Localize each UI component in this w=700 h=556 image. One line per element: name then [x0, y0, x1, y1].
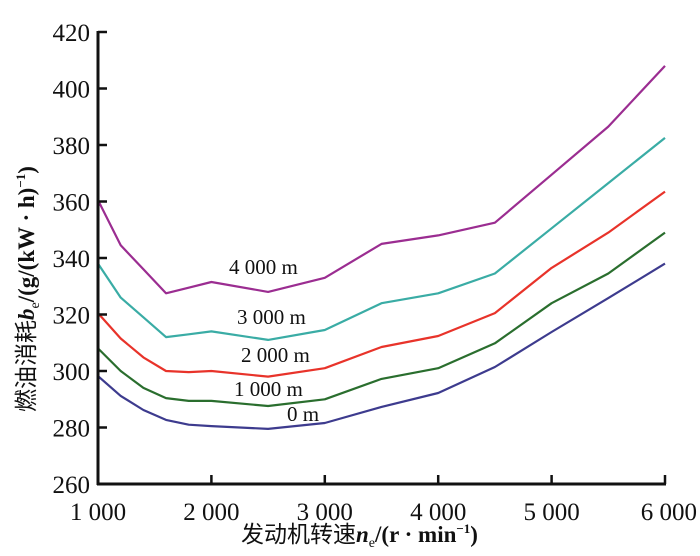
x-tick-label: 4 000 — [410, 499, 466, 526]
series-label-4000m: 4 000 m — [229, 255, 298, 279]
series-label-1000m: 1 000 m — [234, 377, 303, 401]
series-line-0m — [97, 262, 666, 430]
x-axis-title-unit: /(r · min — [374, 522, 457, 547]
x-tick-label: 6 000 — [641, 499, 697, 526]
x-tick-label: 5 000 — [523, 499, 579, 526]
y-tick-label: 400 — [53, 77, 91, 104]
x-axis-title-unit-sup: −1 — [456, 521, 470, 536]
y-tick-label: 260 — [53, 472, 91, 499]
series-layer — [97, 65, 666, 430]
y-axis-title-var: b — [14, 309, 39, 321]
y-axis-title-main: 燃油消耗 — [14, 320, 39, 412]
x-axis-title-main: 发动机转速 — [241, 522, 356, 547]
y-tick-label: 320 — [53, 303, 91, 330]
x-ticks: 1 000 2 000 3 000 4 000 5 000 6 000 — [70, 475, 697, 526]
series-label-3000m: 3 000 m — [237, 305, 306, 329]
x-axis-title: 发动机转速ne/(r · min−1) — [241, 521, 478, 551]
y-ticks: 260 280 300 320 340 360 380 400 420 — [53, 20, 107, 499]
x-tick-label: 1 000 — [70, 499, 126, 526]
series-label-2000m: 2 000 m — [241, 343, 310, 367]
y-axis-title: 燃油消耗be/(g/(kW · h)−1) — [13, 166, 43, 412]
x-axis-title-unit-close: ) — [470, 522, 478, 547]
series-label-0m: 0 m — [287, 402, 319, 426]
y-axis-title-unit: /(g/(kW · h) — [14, 188, 39, 304]
y-tick-label: 280 — [53, 416, 91, 443]
y-axis-title-unit-sup: −1 — [13, 174, 28, 188]
x-axis-title-var: n — [356, 522, 369, 547]
y-tick-label: 300 — [53, 359, 91, 386]
x-tick-label: 3 000 — [297, 499, 353, 526]
series-line-1000m — [97, 231, 666, 408]
series-line-4000m — [97, 65, 666, 295]
x-axis-title-sub: e — [369, 536, 375, 551]
x-tick-label: 2 000 — [183, 499, 239, 526]
y-tick-label: 340 — [53, 246, 91, 273]
y-tick-label: 420 — [53, 20, 91, 47]
series-line-2000m — [97, 190, 666, 378]
y-axis-title-sub: e — [28, 302, 43, 308]
y-tick-label: 360 — [53, 190, 91, 217]
axes-layer — [96, 31, 666, 486]
y-tick-label: 380 — [53, 133, 91, 160]
series-line-3000m — [97, 137, 666, 341]
y-axis-title-unit-close: ) — [14, 166, 39, 174]
